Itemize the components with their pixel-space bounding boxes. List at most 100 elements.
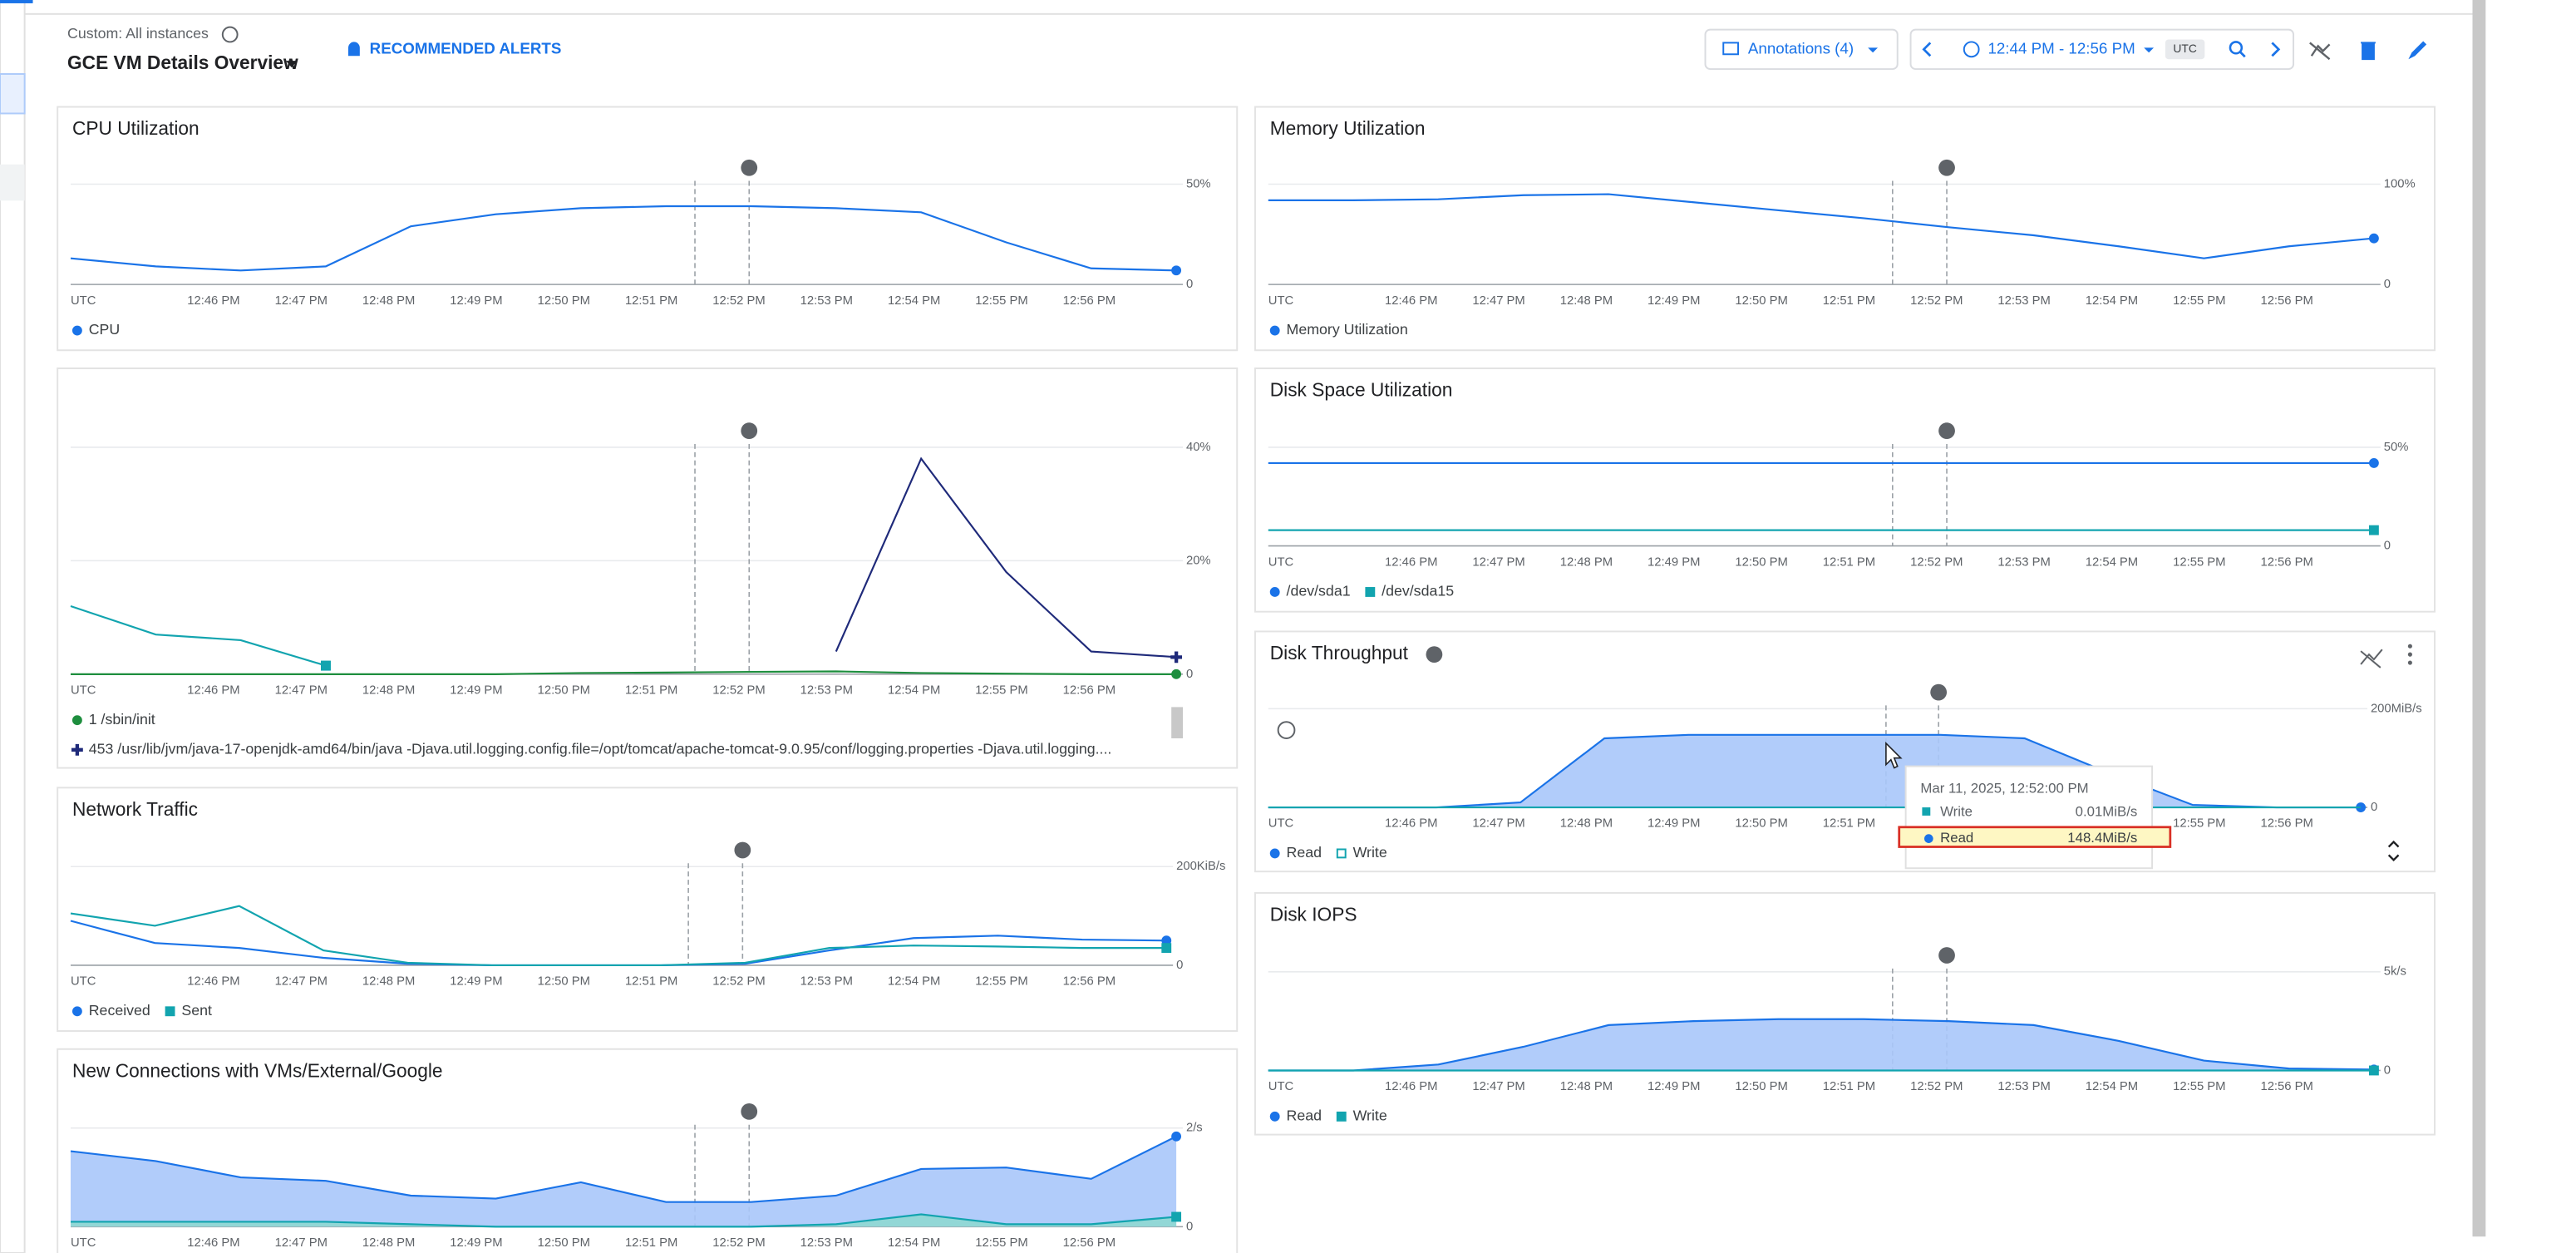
x-tick-label: 12:55 PM — [2173, 555, 2225, 569]
x-tick-label: 12:51 PM — [625, 684, 677, 698]
annotations-label[interactable]: Annotations (4) — [1748, 39, 1854, 57]
next-button[interactable] — [2271, 42, 2281, 57]
x-tick-label: 12:49 PM — [450, 1236, 502, 1250]
dashboard-title[interactable]: GCE VM Details Overview — [67, 52, 298, 73]
sidebar — [0, 0, 26, 1253]
edit-icon[interactable] — [2408, 41, 2427, 60]
clock-icon — [1963, 41, 1980, 58]
x-tick-label: 12:55 PM — [2173, 1080, 2225, 1093]
x-tick-label: 12:52 PM — [712, 975, 765, 989]
x-tick-label: 12:48 PM — [362, 1236, 415, 1250]
x-tick-label: 12:50 PM — [1735, 294, 1787, 308]
tooltip-name: Read — [1940, 830, 1973, 846]
x-tick-label: 12:48 PM — [362, 975, 415, 989]
time-range[interactable]: 12:44 PM - 12:56 PM — [1987, 39, 2135, 57]
tooltip-time: Mar 11, 2025, 12:52:00 PM — [1920, 781, 2088, 797]
legend-swatch — [1269, 325, 1280, 336]
timezone-chip[interactable] — [2165, 39, 2205, 60]
x-tick-label: 12:47 PM — [275, 1236, 328, 1250]
x-tick-label: 12:49 PM — [450, 294, 502, 308]
legend-swatch — [71, 743, 83, 756]
chart-options-icon[interactable] — [2360, 649, 2383, 668]
tooltip-value: 148.4MiB/s — [2067, 830, 2137, 846]
x-tick-label: 12:46 PM — [1385, 1080, 1437, 1093]
dropdown-arrow[interactable] — [285, 61, 298, 68]
y-tick-label: 40% — [1186, 441, 1211, 454]
x-tick-label: 12:56 PM — [2260, 817, 2312, 831]
x-tick-label: 12:51 PM — [1823, 817, 1875, 831]
menu-dot[interactable] — [2407, 660, 2412, 665]
end-marker — [1161, 943, 1172, 954]
expand-icon[interactable] — [2387, 840, 2400, 862]
info-icon[interactable] — [1426, 646, 1443, 663]
end-marker — [2368, 457, 2379, 468]
legend-label: Memory Utilization — [1287, 321, 1408, 338]
x-tick-label: 12:47 PM — [275, 294, 328, 308]
dropdown-arrow[interactable] — [1868, 47, 1879, 53]
line — [835, 456, 1177, 659]
prev-button[interactable] — [1922, 42, 1932, 57]
alert-icon[interactable] — [347, 42, 360, 57]
panel — [1254, 368, 2436, 613]
menu-dot[interactable] — [2407, 644, 2412, 649]
legend-label: Read — [1287, 844, 1322, 861]
menu-dot[interactable] — [2407, 652, 2412, 657]
x-tick-label: 12:55 PM — [2173, 817, 2225, 831]
line — [1268, 193, 2375, 259]
x-tick-label: 12:46 PM — [1385, 817, 1437, 831]
x-tick-label: 12:54 PM — [888, 975, 940, 989]
recommended-alerts[interactable]: RECOMMENDED ALERTS — [370, 39, 562, 57]
dropdown-arrow[interactable] — [2144, 47, 2155, 53]
chart-title: CPU Utilization — [72, 117, 199, 139]
x-tick-label: 12:54 PM — [2086, 294, 2138, 308]
x-tick-label: 12:52 PM — [1910, 1080, 1963, 1093]
info-icon[interactable] — [221, 26, 239, 43]
annotation-icon — [741, 159, 758, 176]
y-tick-label: 0 — [2384, 278, 2391, 291]
annotation-icon — [1930, 683, 1948, 701]
x-tick-label: 12:49 PM — [1648, 1080, 1700, 1093]
chart-title: Network Traffic — [72, 798, 198, 820]
legend-label: Received — [89, 1002, 150, 1019]
chart-title: Disk IOPS — [1270, 904, 1357, 925]
x-tick-label: UTC — [1268, 817, 1294, 831]
chart-title: Memory Utilization — [1270, 117, 1426, 139]
y-tick-label: 2/s — [1186, 1122, 1203, 1135]
legend-scrollbar[interactable] — [1171, 707, 1184, 738]
hide-lines-icon[interactable] — [2309, 42, 2331, 61]
legend-swatch — [71, 325, 82, 336]
sidebar-item[interactable] — [0, 73, 26, 115]
legend-swatch — [165, 1006, 175, 1017]
tooltip-swatch — [1923, 834, 1933, 843]
x-tick-label: 12:48 PM — [1560, 294, 1613, 308]
x-tick-label: 12:56 PM — [2260, 1080, 2312, 1093]
x-tick-label: 12:47 PM — [1472, 555, 1524, 569]
x-tick-label: UTC — [1268, 294, 1294, 308]
x-tick-label: 12:47 PM — [1472, 294, 1524, 308]
x-tick-label: 12:47 PM — [1472, 817, 1524, 831]
scrollbar[interactable] — [2472, 0, 2486, 1237]
chart-title: Disk Throughput — [1270, 642, 1409, 663]
end-marker — [2368, 1065, 2379, 1076]
zoom-icon[interactable] — [2229, 41, 2244, 55]
x-tick-label: 12:53 PM — [1997, 555, 2050, 569]
y-tick-label: 0 — [1186, 668, 1193, 681]
x-tick-label: 12:50 PM — [538, 1236, 590, 1250]
x-tick-label: 12:52 PM — [712, 684, 765, 698]
x-tick-label: 12:49 PM — [1648, 817, 1700, 831]
x-tick-label: 12:51 PM — [625, 975, 677, 989]
timezone[interactable]: UTC — [2173, 42, 2196, 55]
area — [1268, 1019, 2374, 1071]
x-tick-label: 12:55 PM — [975, 684, 1027, 698]
x-tick-label: 12:48 PM — [1560, 817, 1613, 831]
x-tick-label: 12:53 PM — [1997, 294, 2050, 308]
annotations-button[interactable] — [1704, 28, 1899, 71]
legend-label: Write — [1353, 1107, 1387, 1124]
delete-icon[interactable] — [2361, 42, 2376, 61]
x-tick-label: UTC — [1268, 1080, 1294, 1093]
y-tick-label: 20% — [1186, 554, 1211, 567]
tooltip-value: 0.01MiB/s — [2076, 803, 2138, 819]
help-icon[interactable] — [1277, 721, 1296, 739]
y-tick-label: 0 — [2384, 540, 2391, 553]
sidebar-item[interactable] — [0, 164, 25, 201]
